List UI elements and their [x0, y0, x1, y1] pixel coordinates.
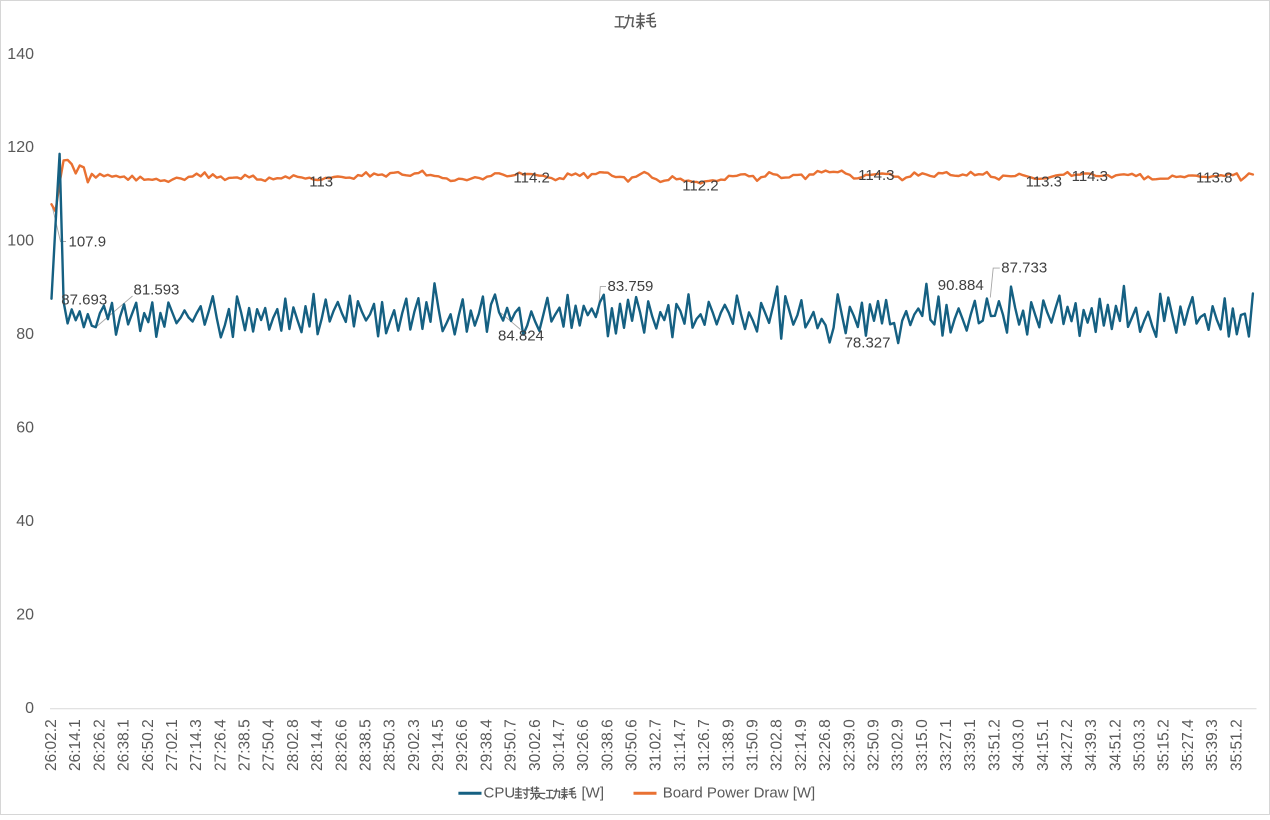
svg-text:30:50.6: 30:50.6 [624, 719, 641, 771]
svg-text:CPU: CPU [484, 785, 516, 802]
svg-text:114.2: 114.2 [513, 170, 549, 187]
svg-text:29:38.4: 29:38.4 [478, 719, 495, 771]
svg-text:26:02.2: 26:02.2 [43, 719, 60, 771]
svg-text:30:02.6: 30:02.6 [527, 719, 544, 771]
svg-text:34:03.0: 34:03.0 [1011, 719, 1028, 771]
svg-text:87.733: 87.733 [1001, 260, 1047, 277]
svg-text:34:27.2: 34:27.2 [1059, 719, 1076, 771]
svg-text:35:51.2: 35:51.2 [1228, 719, 1245, 771]
svg-text:114.3: 114.3 [858, 167, 894, 184]
svg-text:28:02.8: 28:02.8 [285, 719, 302, 771]
svg-text:26:26.2: 26:26.2 [91, 719, 108, 771]
svg-text:0: 0 [25, 700, 34, 717]
svg-text:114.3: 114.3 [1072, 168, 1108, 185]
svg-text:80: 80 [16, 326, 34, 343]
svg-text:113.3: 113.3 [1026, 173, 1062, 190]
svg-text:20: 20 [16, 607, 34, 624]
svg-text:33:51.2: 33:51.2 [986, 719, 1003, 771]
svg-text:28:50.3: 28:50.3 [382, 719, 399, 771]
svg-text:26:50.2: 26:50.2 [140, 719, 157, 771]
svg-text:83.759: 83.759 [608, 278, 654, 295]
svg-text:35:27.4: 35:27.4 [1180, 719, 1197, 771]
svg-text:84.824: 84.824 [498, 328, 544, 345]
svg-text:32:02.8: 32:02.8 [769, 719, 786, 771]
svg-text:27:38.5: 27:38.5 [237, 719, 254, 771]
svg-text:27:02.1: 27:02.1 [164, 719, 181, 771]
svg-text:81.593: 81.593 [134, 282, 180, 299]
svg-text:26:38.1: 26:38.1 [116, 719, 133, 771]
svg-text:40: 40 [16, 513, 34, 530]
svg-text:113.8: 113.8 [1196, 170, 1232, 187]
svg-text:90.884: 90.884 [938, 277, 984, 294]
svg-text:[W]: [W] [582, 785, 605, 802]
svg-text:31:02.7: 31:02.7 [648, 719, 665, 771]
svg-text:31:26.7: 31:26.7 [696, 719, 713, 771]
svg-text:32:26.8: 32:26.8 [817, 719, 834, 771]
svg-text:107.9: 107.9 [69, 234, 107, 251]
svg-text:30:14.7: 30:14.7 [551, 719, 568, 771]
svg-text:26:14.1: 26:14.1 [67, 719, 84, 771]
svg-text:31:38.9: 31:38.9 [720, 719, 737, 771]
svg-text:35:03.3: 35:03.3 [1132, 719, 1149, 771]
svg-text:29:02.3: 29:02.3 [406, 719, 423, 771]
svg-text:87.693: 87.693 [61, 292, 107, 309]
svg-text:28:14.4: 28:14.4 [309, 719, 326, 771]
svg-text:30:26.6: 30:26.6 [575, 719, 592, 771]
svg-text:113: 113 [309, 173, 333, 190]
svg-text:60: 60 [16, 420, 34, 437]
svg-text:112.2: 112.2 [682, 178, 718, 195]
svg-text:30:38.6: 30:38.6 [599, 719, 616, 771]
svg-text:33:27.1: 33:27.1 [938, 719, 955, 771]
svg-text:34:51.2: 34:51.2 [1107, 719, 1124, 771]
svg-text:29:26.6: 29:26.6 [454, 719, 471, 771]
svg-text:28:38.5: 28:38.5 [358, 719, 375, 771]
svg-text:34:39.3: 34:39.3 [1083, 719, 1100, 771]
svg-text:32:39.0: 32:39.0 [841, 719, 858, 771]
svg-text:32:14.9: 32:14.9 [793, 719, 810, 771]
svg-text:31:14.7: 31:14.7 [672, 719, 689, 771]
svg-text:27:14.3: 27:14.3 [188, 719, 205, 771]
svg-text:33:02.9: 33:02.9 [890, 719, 907, 771]
svg-text:33:15.0: 33:15.0 [914, 719, 931, 771]
svg-text:35:15.2: 35:15.2 [1156, 719, 1173, 771]
svg-text:32:50.9: 32:50.9 [866, 719, 883, 771]
svg-text:100: 100 [7, 233, 34, 250]
svg-text:78.327: 78.327 [845, 335, 891, 352]
svg-text:29:50.7: 29:50.7 [503, 719, 520, 771]
svg-text:27:26.4: 27:26.4 [212, 719, 229, 771]
svg-text:35:39.3: 35:39.3 [1204, 719, 1221, 771]
svg-text:31:50.9: 31:50.9 [745, 719, 762, 771]
svg-text:33:39.1: 33:39.1 [962, 719, 979, 771]
svg-text:27:50.4: 27:50.4 [261, 719, 278, 771]
svg-text:Board Power Draw [W]: Board Power Draw [W] [663, 785, 816, 802]
svg-text:34:15.1: 34:15.1 [1035, 719, 1052, 771]
svg-text:29:14.5: 29:14.5 [430, 719, 447, 771]
svg-text:28:26.6: 28:26.6 [333, 719, 350, 771]
svg-text:140: 140 [7, 46, 34, 63]
svg-text:120: 120 [7, 139, 34, 156]
